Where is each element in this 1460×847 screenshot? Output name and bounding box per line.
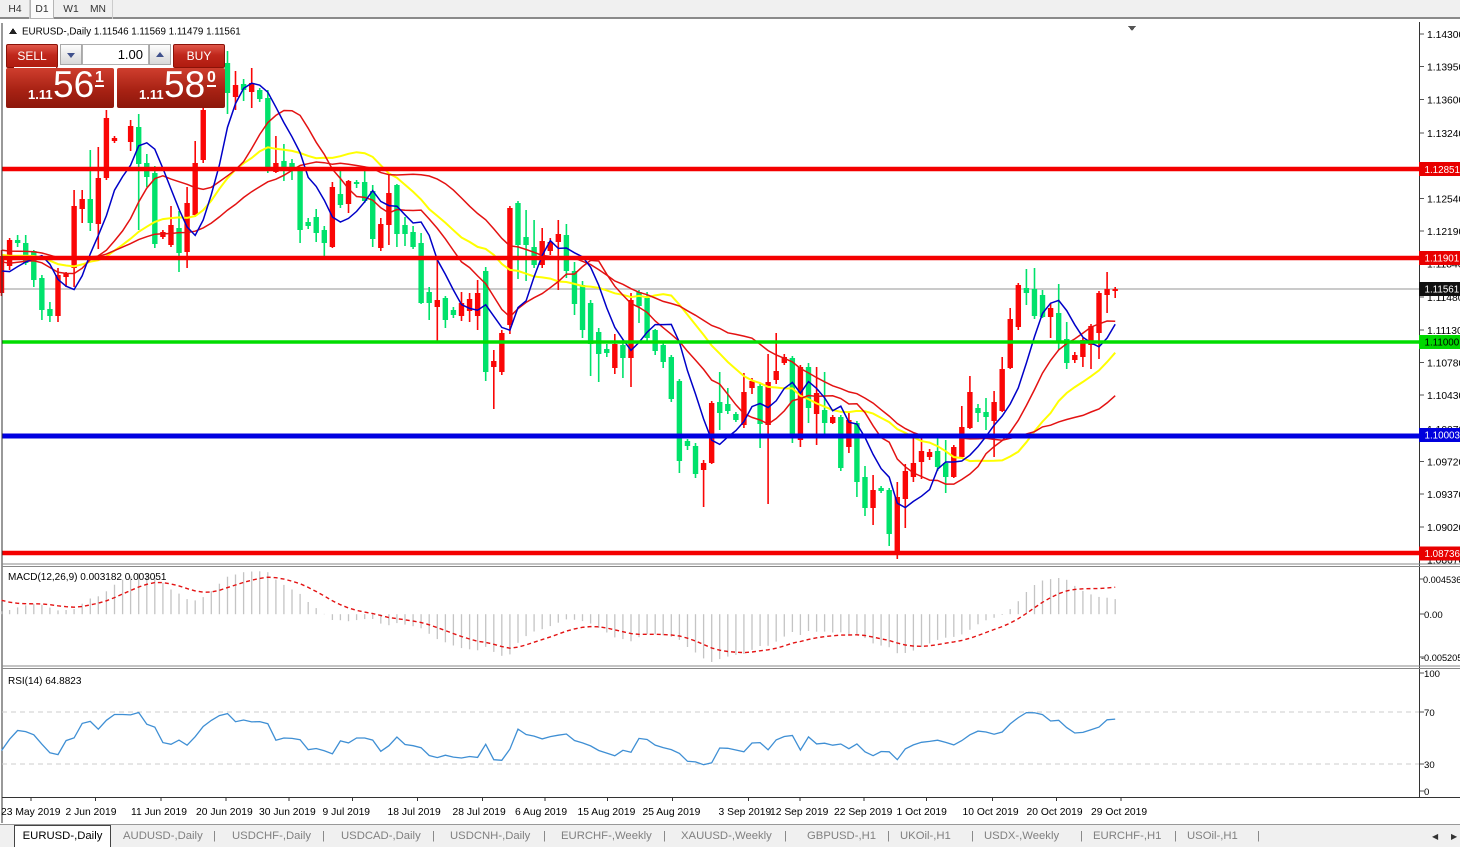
svg-text:10 Oct 2019: 10 Oct 2019 bbox=[963, 807, 1019, 818]
svg-text:EURUSD-,Daily 1.11546 1.11569: EURUSD-,Daily 1.11546 1.11569 1.11479 1.… bbox=[22, 27, 241, 38]
svg-text:15 Aug 2019: 15 Aug 2019 bbox=[578, 807, 636, 818]
svg-text:1.11480: 1.11480 bbox=[1427, 293, 1460, 304]
svg-text:MACD(12,26,9) 0.003182 0.00305: MACD(12,26,9) 0.003182 0.003051 bbox=[8, 572, 167, 583]
svg-text:1.10780: 1.10780 bbox=[1427, 359, 1460, 370]
svg-text:1.13600: 1.13600 bbox=[1427, 95, 1460, 106]
svg-text:6 Aug 2019: 6 Aug 2019 bbox=[515, 807, 567, 818]
svg-text:28 Jul 2019: 28 Jul 2019 bbox=[453, 807, 507, 818]
svg-text:0: 0 bbox=[1424, 787, 1429, 798]
svg-text:3 Sep 2019: 3 Sep 2019 bbox=[719, 807, 772, 818]
svg-text:1.08736: 1.08736 bbox=[1425, 549, 1460, 560]
svg-text:1.13240: 1.13240 bbox=[1427, 129, 1460, 140]
svg-text:1.09370: 1.09370 bbox=[1427, 490, 1460, 501]
svg-text:2 Jun 2019: 2 Jun 2019 bbox=[66, 807, 117, 818]
svg-text:20 Oct 2019: 20 Oct 2019 bbox=[1027, 807, 1083, 818]
svg-text:100: 100 bbox=[1424, 669, 1440, 680]
svg-text:1.11000: 1.11000 bbox=[1425, 338, 1460, 349]
svg-text:RSI(14) 64.8823: RSI(14) 64.8823 bbox=[8, 676, 82, 687]
svg-text:22 Sep 2019: 22 Sep 2019 bbox=[834, 807, 893, 818]
svg-text:25 Aug 2019: 25 Aug 2019 bbox=[643, 807, 701, 818]
svg-text:20 Jun 2019: 20 Jun 2019 bbox=[196, 807, 253, 818]
svg-text:1.12190: 1.12190 bbox=[1427, 227, 1460, 238]
svg-text:1.10430: 1.10430 bbox=[1427, 391, 1460, 402]
svg-text:70: 70 bbox=[1424, 708, 1435, 719]
svg-text:1.12851: 1.12851 bbox=[1425, 165, 1460, 176]
svg-text:1.10003: 1.10003 bbox=[1425, 431, 1460, 442]
svg-text:1.11130: 1.11130 bbox=[1427, 326, 1460, 337]
svg-text:1.13950: 1.13950 bbox=[1427, 63, 1460, 74]
svg-text:0.00: 0.00 bbox=[1424, 610, 1443, 621]
svg-text:18 Jul 2019: 18 Jul 2019 bbox=[388, 807, 442, 818]
svg-text:1.11901: 1.11901 bbox=[1425, 254, 1460, 265]
svg-text:1.11561: 1.11561 bbox=[1425, 285, 1460, 296]
svg-text:1.11840: 1.11840 bbox=[1427, 260, 1460, 271]
svg-text:23 May 2019: 23 May 2019 bbox=[1, 807, 61, 818]
svg-text:12 Sep 2019: 12 Sep 2019 bbox=[770, 807, 829, 818]
svg-text:29 Oct 2019: 29 Oct 2019 bbox=[1091, 807, 1147, 818]
svg-text:11 Jun 2019: 11 Jun 2019 bbox=[131, 807, 187, 818]
svg-text:30 Jun 2019: 30 Jun 2019 bbox=[259, 807, 316, 818]
svg-text:1.09020: 1.09020 bbox=[1427, 523, 1460, 534]
svg-text:1.14300: 1.14300 bbox=[1427, 30, 1460, 41]
svg-text:1 Oct 2019: 1 Oct 2019 bbox=[897, 807, 948, 818]
svg-text:1.12540: 1.12540 bbox=[1427, 194, 1460, 205]
svg-text:1.09720: 1.09720 bbox=[1427, 457, 1460, 468]
svg-text:-0.005205: -0.005205 bbox=[1421, 653, 1460, 663]
svg-text:9 Jul 2019: 9 Jul 2019 bbox=[323, 807, 371, 818]
svg-text:0.004536: 0.004536 bbox=[1423, 575, 1460, 585]
svg-text:30: 30 bbox=[1424, 760, 1435, 771]
